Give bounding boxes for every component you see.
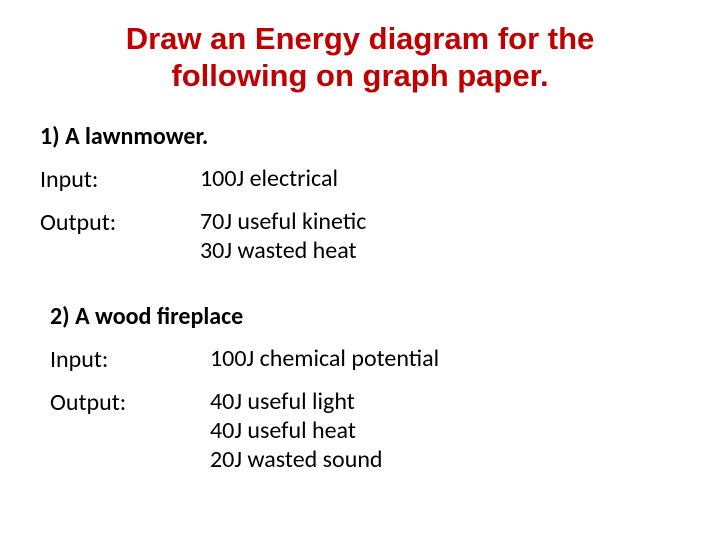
example-2-output-line-1: 40J useful light <box>210 388 383 417</box>
title-line-1: Draw an Energy diagram for the <box>126 21 595 56</box>
example-2-output-line-3: 20J wasted sound <box>210 446 383 475</box>
example-1: 1) A lawnmower. Input: 100J electrical O… <box>40 122 680 266</box>
example-1-input-row: Input: 100J electrical <box>40 165 680 194</box>
example-1-input-label: Input: <box>40 165 200 194</box>
example-1-header: 1) A lawnmower. <box>40 122 680 151</box>
example-2-output-row: Output: 40J useful light 40J useful heat… <box>50 388 680 474</box>
example-2: 2) A wood fireplace Input: 100J chemical… <box>40 302 680 474</box>
slide-title: Draw an Energy diagram for the following… <box>40 20 680 94</box>
example-1-output-row: Output: 70J useful kinetic 30J wasted he… <box>40 208 680 266</box>
example-2-input-label: Input: <box>50 345 210 374</box>
example-1-output-line-1: 70J useful kinetic <box>200 208 366 237</box>
example-2-output-value: 40J useful light 40J useful heat 20J was… <box>210 388 383 474</box>
example-2-output-line-2: 40J useful heat <box>210 417 383 446</box>
example-1-output-line-2: 30J wasted heat <box>200 237 366 266</box>
example-1-output-value: 70J useful kinetic 30J wasted heat <box>200 208 366 266</box>
example-2-header: 2) A wood fireplace <box>50 302 680 331</box>
example-2-output-label: Output: <box>50 388 210 474</box>
example-1-output-label: Output: <box>40 208 200 266</box>
example-2-input-value: 100J chemical potential <box>210 345 439 374</box>
example-1-input-value: 100J electrical <box>200 165 338 194</box>
example-2-input-row: Input: 100J chemical potential <box>50 345 680 374</box>
title-line-2: following on graph paper. <box>171 58 548 93</box>
